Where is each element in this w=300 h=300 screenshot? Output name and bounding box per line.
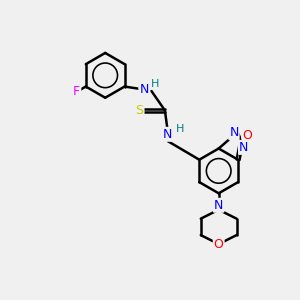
Text: O: O <box>243 129 252 142</box>
Text: S: S <box>136 104 143 117</box>
Text: F: F <box>73 85 80 98</box>
Text: N: N <box>163 128 172 141</box>
Text: O: O <box>214 238 224 250</box>
Text: N: N <box>139 83 149 96</box>
Text: H: H <box>176 124 184 134</box>
Text: H: H <box>151 79 160 88</box>
Text: N: N <box>239 141 248 154</box>
Text: N: N <box>214 199 224 212</box>
Text: N: N <box>229 126 239 140</box>
